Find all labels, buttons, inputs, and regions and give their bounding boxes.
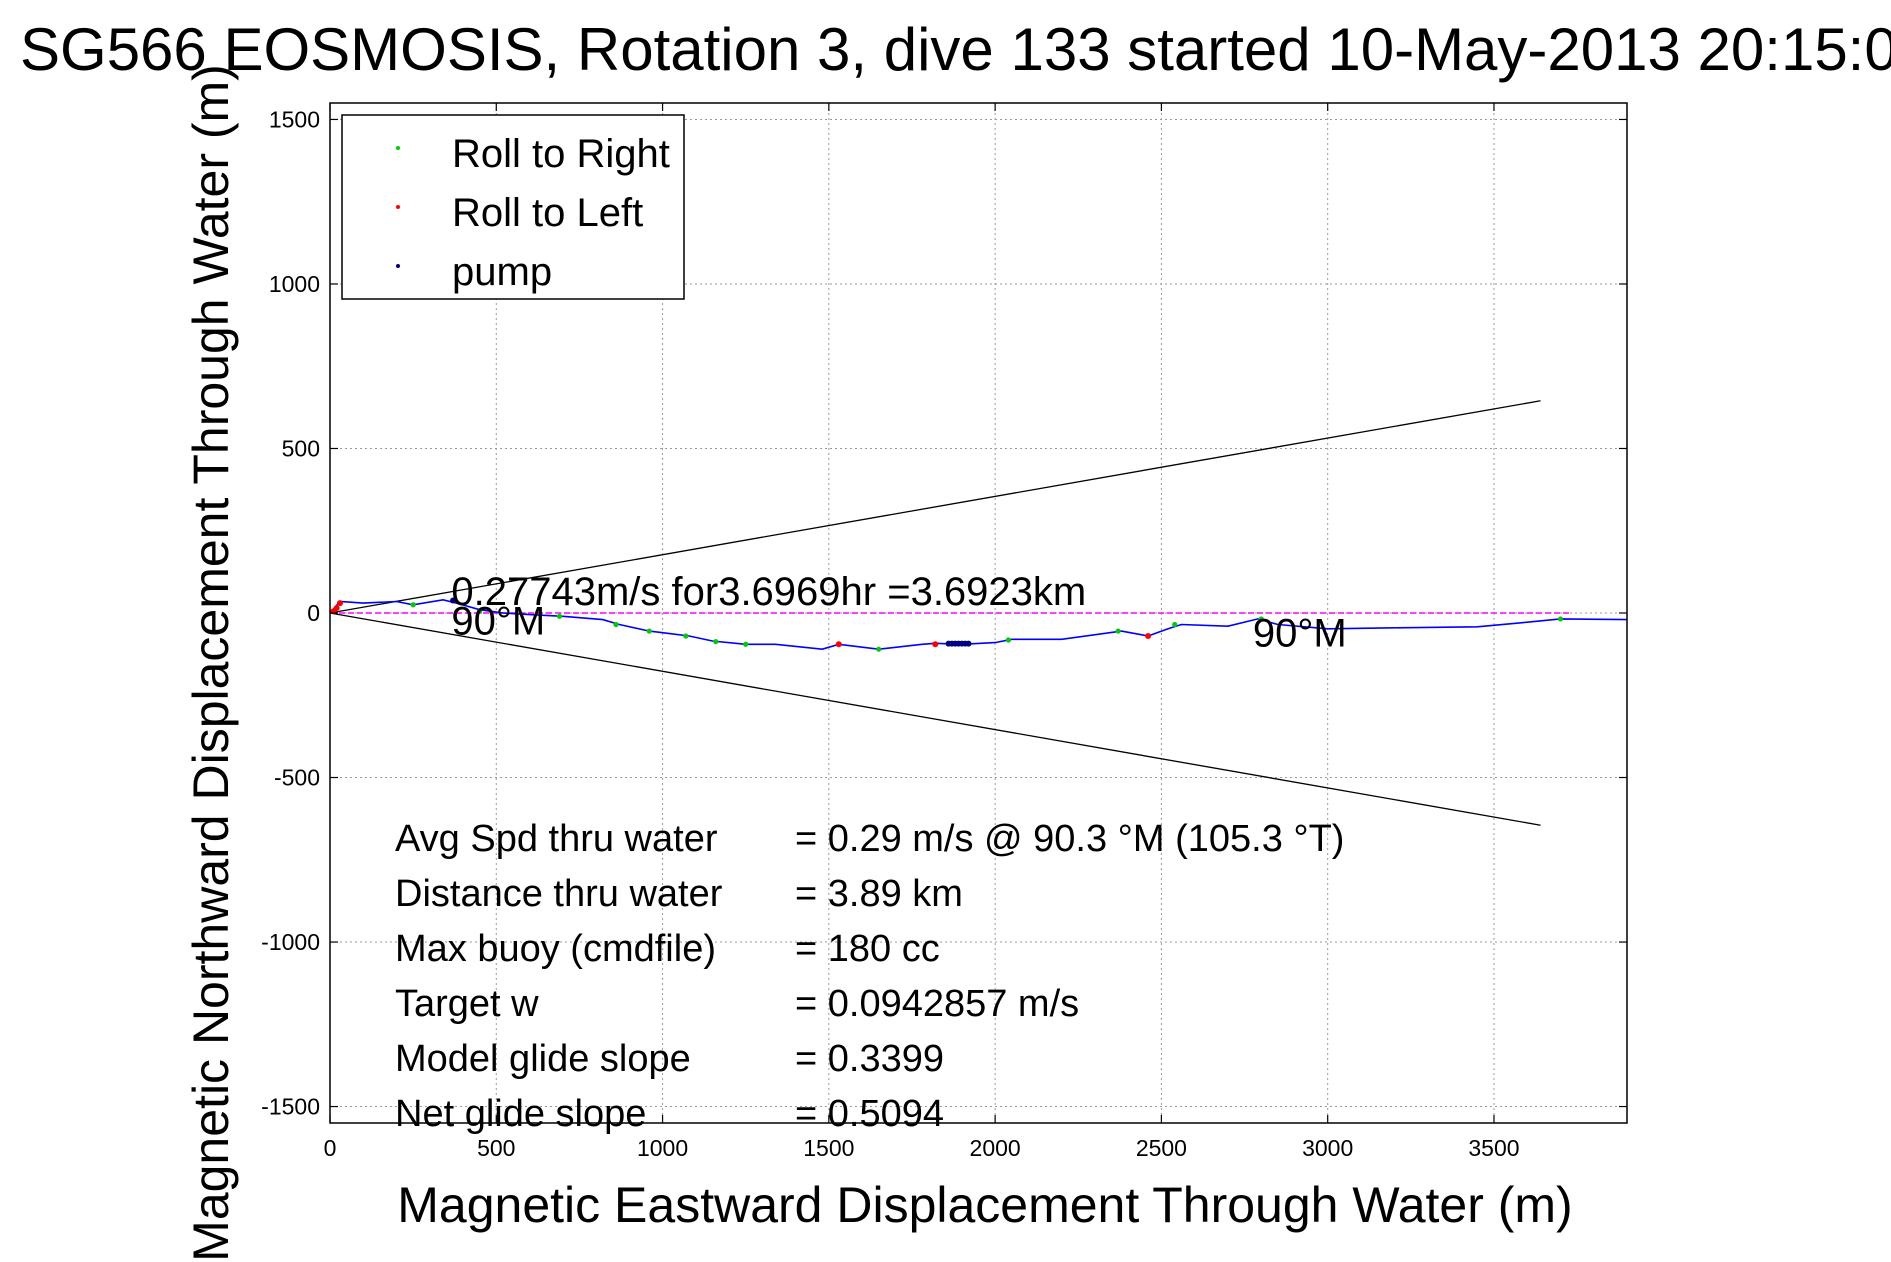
markers [330, 597, 1564, 652]
y-tick-label: 0 [307, 600, 320, 626]
plot-annotation: 90°M [1253, 611, 1347, 655]
legend-label: Roll to Right [452, 132, 670, 176]
x-tick-label: 500 [477, 1135, 515, 1161]
roll-right-point [556, 613, 563, 619]
roll-right-point [1258, 616, 1264, 622]
roll-right-point [1005, 637, 1012, 643]
x-tick-label: 2000 [970, 1135, 1021, 1161]
cone-upper-line [329, 400, 1541, 614]
y-tick-label: -500 [274, 765, 320, 791]
pump-point [450, 597, 457, 604]
chart-title: SG566 EOSMOSIS, Rotation 3, dive 133 sta… [20, 16, 1891, 83]
y-tick-label: 500 [282, 435, 320, 461]
roll-right-point [876, 646, 882, 652]
stat-value: = 3.89 km [795, 873, 963, 915]
y-axis-label: Magnetic Northward Displacement Through … [183, 64, 239, 1262]
stat-value: = 180 cc [795, 928, 940, 970]
legend-marker [396, 264, 400, 268]
y-tick-label: 1000 [269, 271, 320, 297]
legend-label: Roll to Left [452, 191, 643, 235]
legend-label: pump [452, 250, 552, 294]
legend: Roll to Right Roll to Left pump [341, 114, 685, 300]
roll-left-point [1145, 633, 1152, 640]
stat-value: = 0.29 m/s @ 90.3 °M (105.3 °T) [795, 818, 1344, 860]
roll-right-point [713, 639, 719, 645]
roll-right-point [646, 628, 652, 634]
stat-value: = 0.0942857 m/s [795, 983, 1079, 1025]
x-tick-label: 1500 [803, 1135, 854, 1161]
stats-block: Avg Spd thru water = 0.29 m/s @ 90.3 °M (… [395, 818, 1344, 1135]
cone-lower-line [329, 612, 1541, 826]
stat-label: Net glide slope [395, 1093, 646, 1135]
stat-label: Model glide slope [395, 1038, 691, 1080]
roll-right-point [1172, 621, 1178, 628]
legend-items: Roll to Right Roll to Left pump [396, 132, 670, 294]
stat-label: Avg Spd thru water [395, 818, 718, 860]
roll-right-point [1115, 628, 1121, 634]
roll-right-point [613, 621, 619, 628]
roll-left-point [932, 641, 939, 648]
stat-value: = 0.5094 [795, 1093, 944, 1135]
roll-right-point [477, 608, 483, 614]
plot-annotation: 90°M [451, 600, 545, 644]
roll-left-point [835, 641, 842, 648]
stat-label: Max buoy (cmdfile) [395, 928, 716, 970]
roll-right-point [743, 641, 749, 647]
y-tick-label: 1500 [269, 106, 320, 132]
x-tick-label: 2500 [1136, 1135, 1187, 1161]
legend-marker [396, 146, 400, 150]
cone-lines [329, 400, 1571, 826]
ticks: 0 500 1000 1500 2000 2500 3000 3500 1500 1000 500 0… [261, 103, 1627, 1161]
roll-left-point [333, 605, 340, 612]
legend-marker [396, 205, 400, 209]
y-tick-label: -1500 [261, 1094, 320, 1120]
roll-right-point [683, 633, 689, 639]
pump-point [965, 640, 972, 647]
stat-value: = 0.3399 [795, 1038, 944, 1080]
x-tick-label: 3000 [1302, 1135, 1353, 1161]
plot-annotation: 0.27743m/s for3.6969hr =3.6923km [451, 570, 1086, 614]
x-axis-label: Magnetic Eastward Displacement Through W… [397, 1177, 1572, 1233]
roll-right-point [410, 602, 416, 608]
roll-right-point [1557, 616, 1564, 622]
roll-left-point [336, 600, 343, 607]
x-tick-label: 0 [324, 1135, 337, 1161]
stat-label: Target w [395, 983, 539, 1025]
x-tick-label: 1000 [637, 1135, 688, 1161]
stat-label: Distance thru water [395, 873, 723, 915]
x-tick-label: 3500 [1468, 1135, 1519, 1161]
y-tick-label: -1000 [261, 929, 320, 955]
